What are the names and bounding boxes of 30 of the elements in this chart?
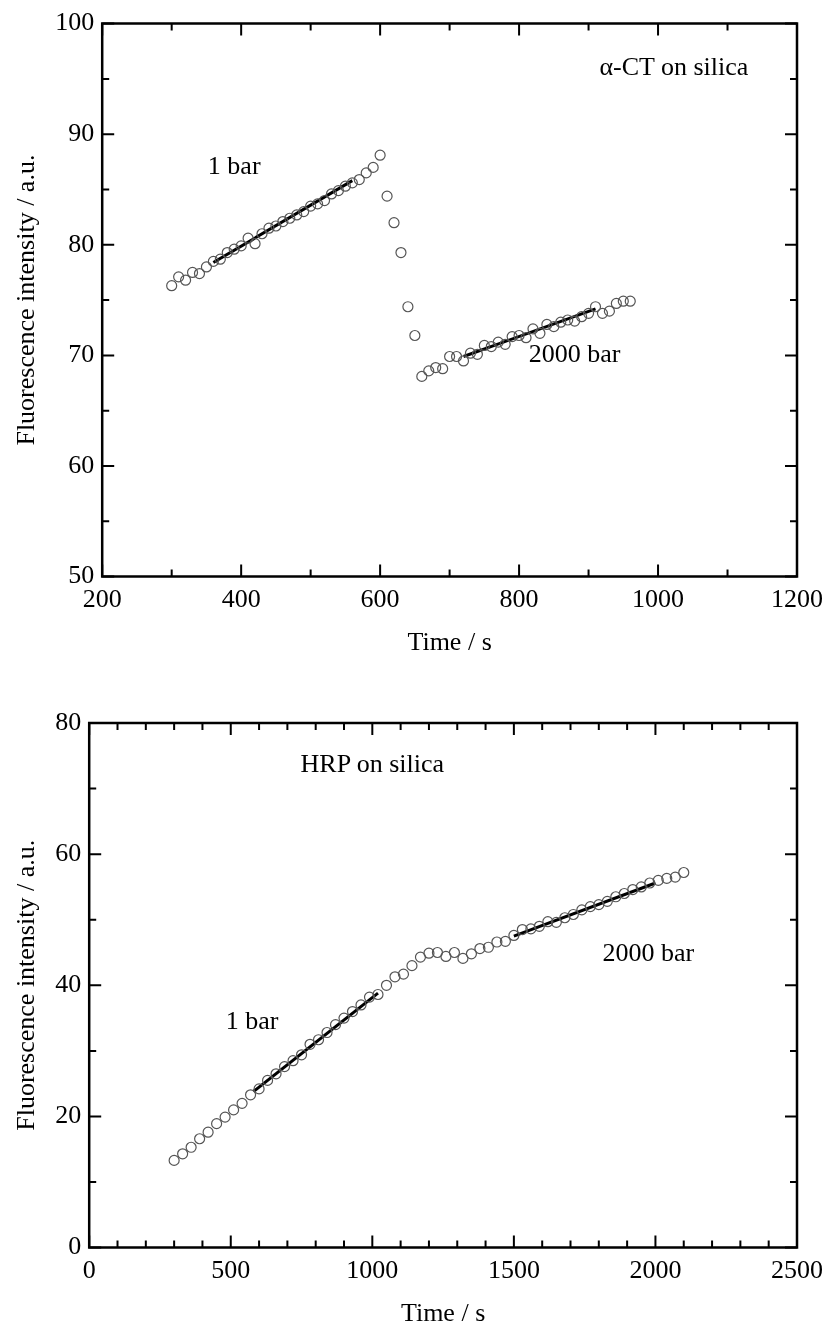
x-tick-label: 1500 [487, 1255, 540, 1285]
x-tick-label: 1200 [771, 584, 823, 614]
x-tick-label: 500 [211, 1255, 251, 1285]
x-tick-label: 1000 [346, 1255, 399, 1285]
x-tick-label: 600 [360, 584, 400, 614]
annotation: 2000 bar [602, 937, 695, 967]
annotation: 1 bar [207, 151, 261, 181]
y-tick-label: 70 [68, 339, 95, 369]
annotation: 2000 bar [528, 339, 621, 369]
x-tick-label: 2000 [629, 1255, 682, 1285]
x-tick-label: 800 [499, 584, 539, 614]
y-tick-label: 80 [55, 706, 82, 736]
y-tick-label: 90 [68, 118, 95, 148]
text: HRP on silica [300, 748, 445, 778]
y-tick-label: 40 [55, 969, 82, 999]
y-tick-label: 60 [68, 449, 95, 479]
x-tick-label: 1000 [632, 584, 685, 614]
y-tick-label: 0 [68, 1231, 82, 1261]
text: α-CT on silica [599, 51, 749, 81]
x-tick-label: 400 [221, 584, 261, 614]
y-tick-label: 80 [68, 228, 95, 258]
x-tick-label: 2500 [771, 1255, 823, 1285]
x-axis-title: Time / s [400, 1298, 486, 1328]
y-axis-title: Fluorescence intensity / a.u. [11, 839, 41, 1131]
y-tick-label: 60 [55, 837, 82, 867]
y-tick-label: 100 [55, 7, 95, 37]
annotation: 1 bar [225, 1005, 279, 1035]
y-tick-label: 20 [55, 1100, 82, 1130]
y-axis-title: Fluorescence intensity / a.u. [11, 154, 41, 446]
x-axis-title: Time / s [407, 627, 492, 657]
